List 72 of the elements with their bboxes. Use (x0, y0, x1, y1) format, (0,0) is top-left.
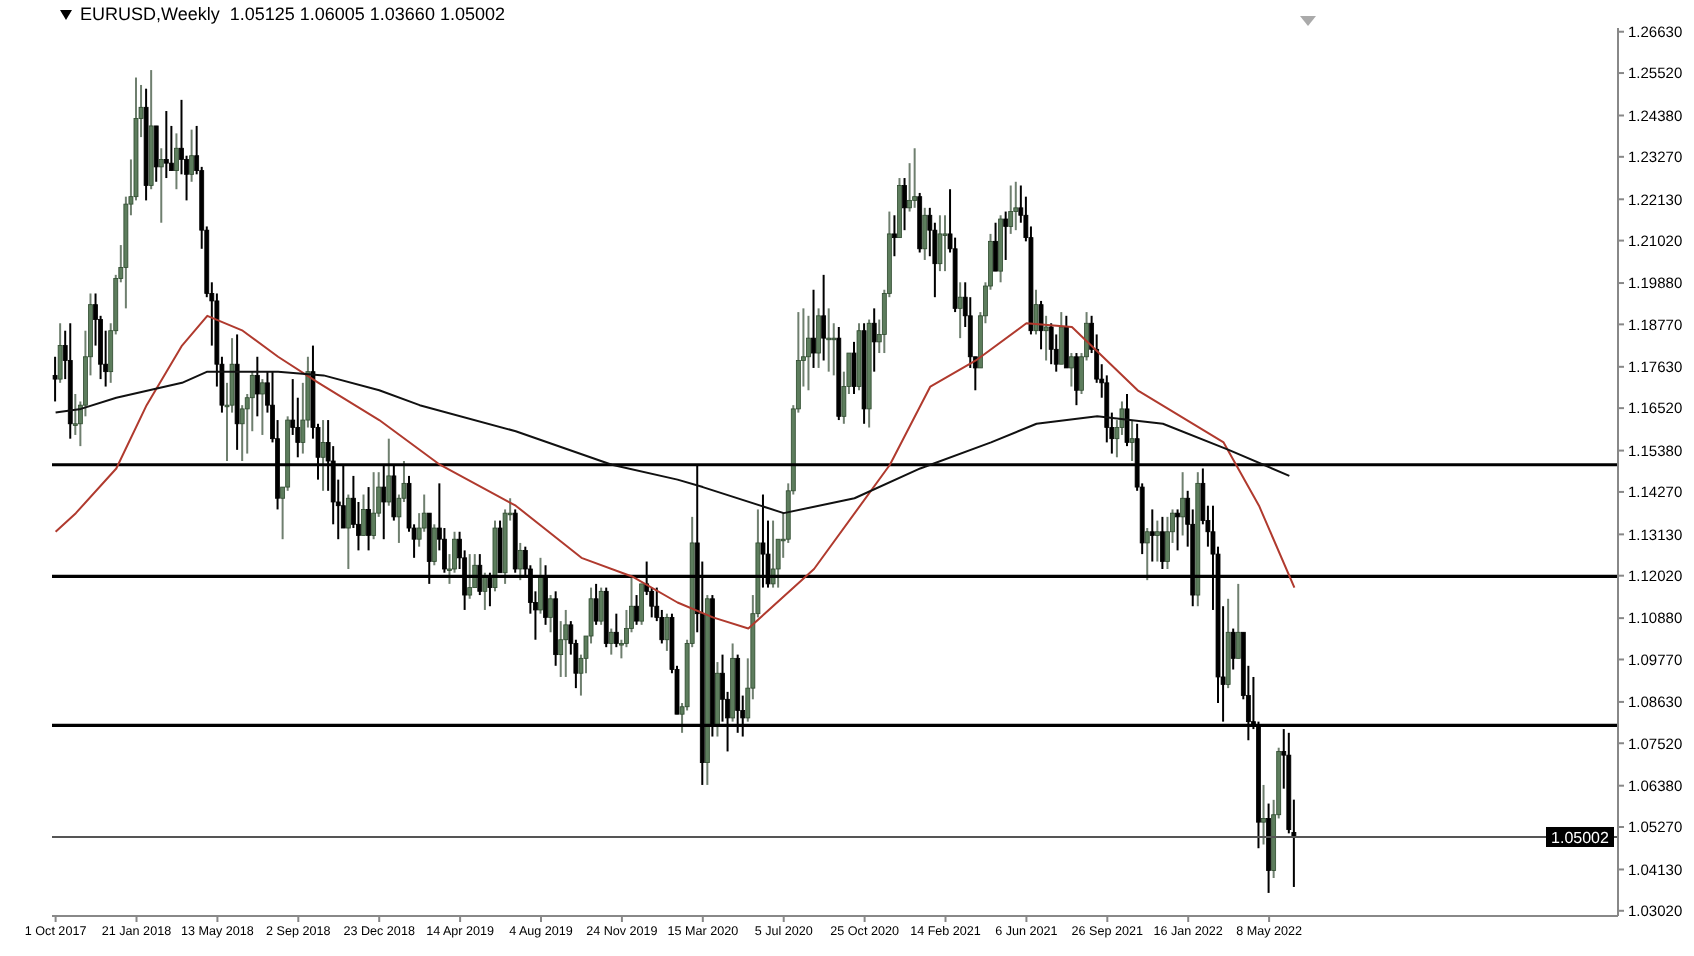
candlestick (922, 206, 928, 261)
candlestick (821, 273, 827, 362)
candlestick (598, 586, 604, 626)
candlestick (1261, 783, 1266, 846)
candlestick (826, 307, 832, 373)
candlestick (1068, 352, 1074, 388)
candlestick (892, 214, 897, 258)
candlestick (1033, 288, 1039, 336)
candlestick (158, 147, 164, 224)
candlestick (811, 288, 816, 369)
candlestick (1043, 314, 1049, 362)
candlestick (1058, 311, 1064, 366)
candlestick (902, 177, 907, 232)
candlestick (361, 493, 366, 537)
candlestick (1003, 210, 1009, 261)
candlestick (634, 594, 639, 626)
candlestick (1008, 184, 1014, 235)
line-series (54, 314, 1296, 630)
candlestick (1129, 419, 1135, 463)
candlestick (254, 355, 260, 418)
candlestick (1180, 471, 1186, 537)
candlestick (153, 124, 159, 183)
candlestick (1074, 352, 1079, 407)
candlestick (1144, 527, 1150, 582)
candlestick (993, 221, 998, 273)
candlestick (345, 493, 351, 570)
candlestick (548, 594, 553, 634)
candlestick (366, 486, 371, 552)
candlestick (517, 541, 523, 582)
candlestick (1160, 515, 1165, 570)
candlestick (816, 307, 821, 369)
candlestick (1124, 393, 1130, 448)
candlestick (1154, 519, 1160, 563)
candlestick (608, 627, 614, 656)
candlestick (639, 582, 645, 626)
line-series (54, 370, 1291, 515)
candlestick (1038, 299, 1044, 351)
candlestick (538, 556, 543, 615)
chart-title: EURUSD,Weekly 1.05125 1.06005 1.03660 1.05002 (80, 4, 505, 24)
ref-line-label: 1.05002 (1551, 828, 1611, 847)
candlestick (320, 419, 326, 492)
candlestick (1048, 322, 1054, 366)
candlestick (189, 128, 194, 183)
candlestick (871, 307, 877, 373)
candlestick (57, 322, 63, 384)
candlestick (1165, 515, 1170, 570)
candlestick (937, 214, 943, 273)
candlestick (1235, 582, 1241, 660)
candlestick (52, 355, 58, 403)
candlestick (770, 519, 776, 589)
candlestick (957, 281, 963, 340)
candlestick (431, 523, 437, 567)
candlestick (563, 608, 569, 678)
candlestick (371, 471, 377, 541)
candlestick (851, 340, 857, 395)
candlestick (1013, 180, 1019, 232)
candlestick (259, 378, 265, 436)
candlestick (1149, 508, 1155, 563)
candlestick (1230, 627, 1236, 671)
candlestick (593, 582, 599, 626)
candlestick (1063, 314, 1069, 369)
candlestick (912, 147, 918, 209)
candlestick (163, 110, 169, 180)
candlestick (1175, 508, 1180, 552)
candlestick (386, 437, 392, 507)
candlestick (664, 612, 670, 652)
candlestick (806, 314, 811, 392)
candlestick (942, 214, 948, 273)
candlestick (467, 553, 473, 600)
candlestick (482, 571, 488, 611)
candlestick (613, 612, 619, 649)
candlestick (174, 132, 179, 191)
